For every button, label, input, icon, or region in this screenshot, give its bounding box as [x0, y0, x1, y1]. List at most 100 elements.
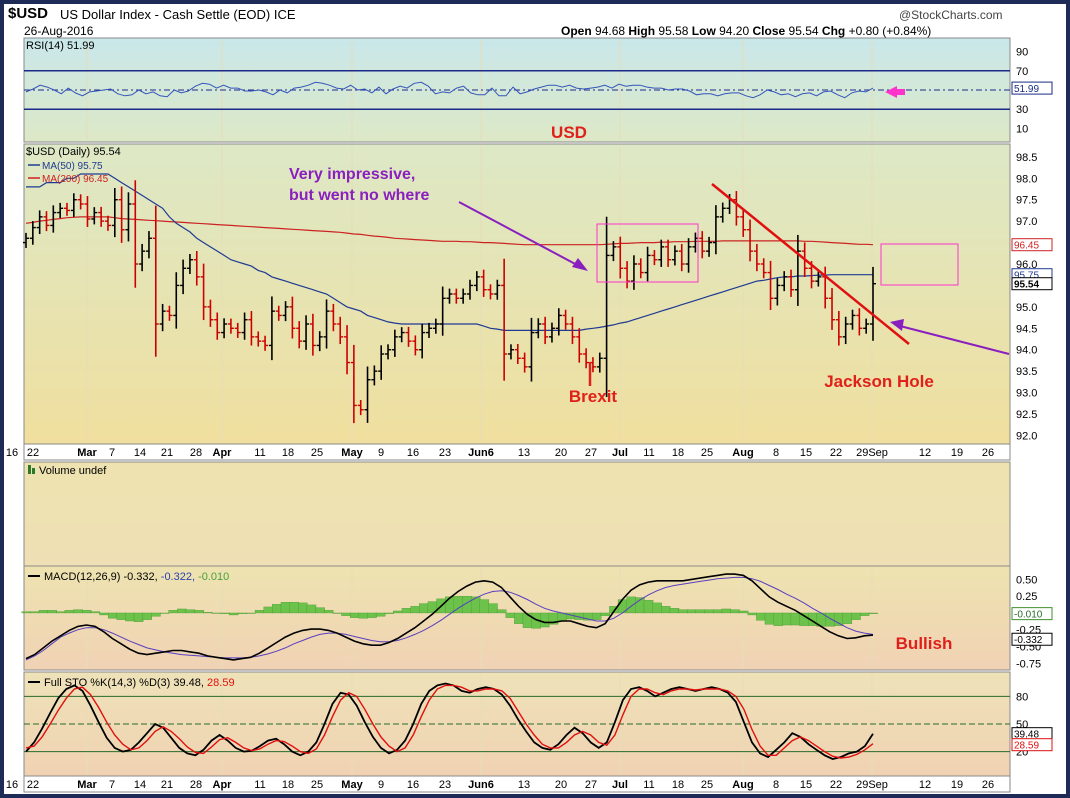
- arrow-impressive-shaft: [458, 201, 580, 267]
- rsi-tick-label: 70: [1016, 66, 1028, 78]
- ohlc-bar: [617, 236, 624, 279]
- ohlc-bar: [385, 344, 392, 360]
- close-label: Close: [752, 24, 786, 38]
- x-tick-label: 15: [800, 779, 812, 791]
- macd-histogram-bar: [479, 599, 490, 614]
- ohlc-bar: [118, 186, 125, 243]
- x-tick-label: 14: [134, 447, 146, 459]
- close-value-label: 95.54: [1014, 280, 1039, 291]
- chg-label: Chg: [821, 24, 846, 38]
- x-tick-label: 16: [407, 779, 419, 791]
- ma200-value-label: 96.45: [1014, 241, 1039, 252]
- price-tick-label: 97.0: [1016, 216, 1037, 228]
- macd-histogram-bar: [133, 612, 144, 622]
- ma200-line: [25, 216, 874, 246]
- macd-signal-line: [25, 576, 874, 661]
- x-tick-label: Jul: [612, 447, 628, 459]
- macd-histogram-bar: [367, 612, 377, 618]
- macd-histogram-bar: [859, 612, 870, 616]
- sto-k-line: [25, 682, 874, 760]
- price-tick-label: 96.0: [1016, 259, 1037, 271]
- ma50-line: [26, 173, 873, 331]
- ohlc-bar: [699, 231, 706, 259]
- macd-tick-label: 0.50: [1016, 574, 1037, 586]
- x-tick-label: 18: [672, 779, 684, 791]
- macd-histogram-bar: [695, 609, 706, 614]
- ohlc-bar: [439, 286, 446, 336]
- x-tick-label: 20: [555, 779, 567, 791]
- x-tick-label: 18: [672, 447, 684, 459]
- ohlc-bar: [70, 193, 77, 217]
- ohlc-bar: [788, 269, 795, 297]
- ohlc-bar: [863, 318, 870, 334]
- sto-d-value-box: [1011, 738, 1053, 752]
- macd-histogram-bar: [220, 612, 230, 614]
- rsi-tick-label: 10: [1016, 123, 1028, 135]
- jackson-hole-label: Jackson Hole: [824, 372, 934, 391]
- ohlc-bar: [706, 236, 713, 257]
- x-tick-label: 29Sep: [856, 447, 888, 459]
- macd-histogram-bar: [73, 609, 83, 614]
- macd-histogram-bar: [712, 609, 723, 614]
- ohlc-bar: [712, 205, 719, 255]
- macd-histogram-bar: [764, 612, 775, 625]
- macd-tick-label: 0.25: [1016, 591, 1037, 603]
- ohlc-bar: [50, 205, 57, 233]
- x-tick-label: 23: [439, 447, 451, 459]
- open-value: 94.68: [595, 24, 626, 38]
- ohlc-bar: [719, 202, 726, 223]
- x-tick-label: Jun6: [468, 779, 494, 791]
- ohlc-bar: [398, 327, 405, 343]
- macd-histogram-bar: [782, 612, 792, 626]
- ohlc-bar: [473, 271, 480, 292]
- header-date: 26-Aug-2016: [24, 24, 94, 38]
- x-tick-label: Mar: [77, 779, 97, 791]
- ohlc-bar: [323, 299, 330, 349]
- ohlc-bar: [77, 194, 84, 210]
- ohlc-bar: [98, 206, 105, 227]
- rsi-value-box: [1011, 81, 1053, 95]
- ohlc-bar: [562, 309, 569, 330]
- ohlc-bar: [651, 250, 658, 266]
- ohlc-bar: [152, 205, 159, 357]
- macd-histogram-bar: [384, 612, 394, 614]
- macd-histogram-bar: [211, 612, 222, 614]
- ohlc-bar: [466, 279, 473, 300]
- macd-hist-value-box: [1011, 607, 1053, 621]
- x-tick-label: 20: [555, 447, 567, 459]
- ohlc-bar: [23, 232, 29, 248]
- chart-svg: 16 22 Mar 7 14 21 28 Apr 11 18 25 May 9 16 23 Jun6 13 20 2…: [6, 37, 1053, 793]
- rsi-tick-label: 30: [1016, 104, 1028, 116]
- ohlc-bar: [624, 261, 631, 289]
- ohlc-bar: [678, 243, 685, 272]
- ohlc-bar: [555, 308, 562, 336]
- ohlc-bar: [227, 318, 234, 334]
- macd-histogram-bar: [600, 612, 611, 616]
- macd-histogram-bar: [21, 611, 31, 614]
- macd-histogram-bar: [591, 612, 602, 620]
- bullish-label: Bullish: [896, 634, 953, 653]
- ohlc-bar: [494, 279, 501, 300]
- ohlc-bar: [207, 299, 214, 327]
- ohlc-bar: [644, 246, 651, 282]
- ohlc-bar: [234, 322, 241, 338]
- ohlc-bar: [29, 221, 36, 245]
- x-tick-label: 22: [830, 779, 842, 791]
- macd-histogram-bar: [721, 608, 732, 614]
- ohlc-bar: [665, 239, 672, 267]
- ohlc-bar: [870, 266, 876, 341]
- ohlc-bar: [193, 251, 200, 286]
- ohlc-bar: [180, 259, 187, 295]
- x-tick-label: 16: [6, 447, 18, 459]
- rsi-arrow: [885, 86, 905, 98]
- x-tick-label: 25: [701, 779, 713, 791]
- ohlc-bar: [794, 234, 801, 306]
- macd-value-label: -0.332: [1014, 635, 1043, 646]
- x-tick-label: 29Sep: [856, 779, 888, 791]
- macd-histogram-bar: [90, 611, 101, 614]
- ohlc-bar: [350, 344, 357, 424]
- ohlc-bar: [487, 284, 494, 300]
- ohlc-bar: [405, 326, 412, 347]
- ohlc-bar: [733, 191, 740, 226]
- ohlc-bar: [658, 239, 665, 267]
